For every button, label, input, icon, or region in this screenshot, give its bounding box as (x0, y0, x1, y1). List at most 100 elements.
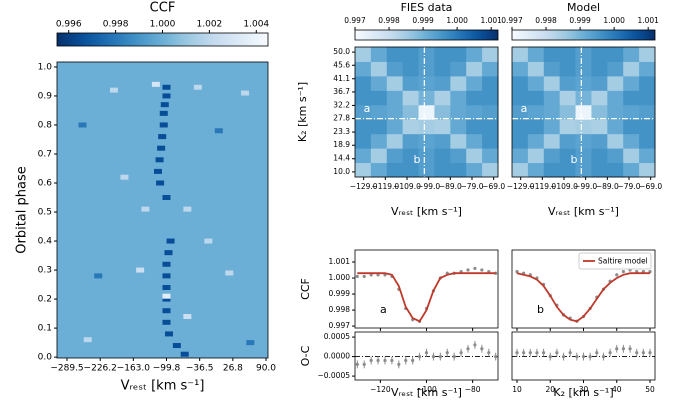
legend-label: Saltire model (598, 257, 648, 266)
colorbar-tick-label: 1.001 (637, 16, 659, 25)
residual-point (568, 351, 572, 355)
map-cell (450, 61, 467, 77)
map-cell (591, 119, 608, 135)
x-tick-label: −99.0 (417, 182, 440, 191)
residual-point (487, 351, 491, 355)
map-cell (575, 75, 592, 91)
residual-point (480, 347, 484, 351)
x-tick-label: 40 (612, 385, 622, 394)
y-tick-label: 0.3 (38, 266, 52, 276)
map-cell (639, 61, 656, 77)
colorbar (511, 29, 656, 41)
map-cell (482, 162, 499, 178)
map-cell (355, 148, 372, 164)
plot-frame (56, 61, 269, 359)
heatmap-cell (162, 319, 171, 325)
y-axis-label: K₂ [km s⁻¹] (296, 82, 309, 142)
map-cell (466, 47, 483, 62)
heatmap-cell (158, 134, 167, 140)
map-cell (543, 119, 561, 135)
heatmap-cell (162, 308, 171, 314)
x-tick-label: −120 (370, 385, 391, 394)
heatmap-cell (160, 102, 169, 108)
y-tick-label: 0.0 (38, 353, 53, 363)
data-point (615, 273, 619, 277)
map-cell (512, 104, 529, 120)
residual-point (608, 351, 612, 355)
map-cell (418, 148, 435, 164)
colorbar-tick-label: 0.998 (535, 16, 557, 25)
map-cell (355, 162, 372, 178)
map-cell (607, 104, 624, 120)
map-cell (402, 119, 420, 135)
heatmap-cell (157, 145, 166, 151)
residual-point (397, 362, 401, 366)
plot-frame (354, 249, 499, 329)
x-tick-label: −79.0 (618, 182, 641, 191)
y-tick-label: 18.9 (333, 140, 350, 149)
y-axis-label: Orbital phase (15, 166, 30, 253)
heatmap-cell (241, 90, 250, 96)
x-axis-label: Vᵣₑₛₜ [km s⁻¹] (391, 205, 462, 218)
residual-point (494, 354, 498, 359)
map-cell (386, 162, 404, 178)
map-cell (591, 47, 608, 62)
map-cell (527, 162, 545, 178)
x-tick-label: −119.0 (528, 182, 556, 191)
heatmap-cell (83, 337, 92, 343)
map-cell (527, 61, 545, 77)
map-cell (466, 90, 483, 106)
residual-point (621, 347, 626, 351)
map-cell (466, 75, 483, 91)
y-tick-label: 0.7 (38, 149, 52, 159)
map-cell (607, 61, 624, 77)
residual-point (648, 351, 652, 355)
map-cell (512, 162, 529, 178)
residual-point (369, 358, 373, 363)
y-tick-label: 23.3 (333, 127, 350, 136)
y-tick-label: 0.0005 (324, 332, 350, 341)
colorbar-tick-label: 1.000 (603, 16, 625, 25)
y-tick-label: 41.1 (333, 74, 350, 83)
map-cell (418, 61, 435, 77)
annotation: b (414, 153, 421, 166)
map-cell (434, 75, 451, 91)
map-cell (418, 47, 435, 62)
map-cell (418, 119, 435, 135)
colorbar-tick-label: 1.000 (446, 16, 468, 25)
map-cell (623, 162, 640, 178)
colorbar-title: FIES data (401, 1, 453, 14)
map-cell (639, 148, 656, 164)
heatmap-cell (183, 314, 192, 320)
residual-point (473, 343, 477, 347)
x-axis-label: Vᵣₑₛₜ [km s⁻¹] (391, 386, 462, 399)
map-cell (623, 148, 640, 164)
x-tick-label: −69.0 (639, 182, 662, 191)
map-cell (370, 162, 388, 178)
map-cell (450, 75, 467, 91)
colorbar-tick-label: 0.998 (378, 16, 400, 25)
x-tick-label: −100 (416, 385, 437, 394)
map-cell (418, 75, 435, 91)
heatmap-cell (162, 93, 171, 99)
map-cell (355, 90, 372, 106)
map-cell (370, 148, 388, 164)
map-cell (623, 75, 640, 91)
map-cell (355, 119, 372, 135)
x-tick-label: −109.0 (550, 182, 578, 191)
y-tick-label: 10.0 (333, 167, 350, 176)
residual-point (635, 351, 639, 355)
map-cell (482, 75, 499, 91)
x-tick-label: −289.5 (50, 364, 83, 374)
residual-point (362, 362, 366, 366)
heatmap-cell (214, 128, 223, 134)
map-cell (450, 90, 467, 106)
map-cell (543, 148, 561, 164)
map-cell (512, 119, 529, 135)
map-cell (386, 104, 404, 120)
map-cell (482, 133, 499, 149)
colorbar-tick-label: 0.996 (56, 20, 82, 30)
data-point (362, 274, 366, 279)
map-cell (434, 61, 451, 77)
residual-point (431, 354, 436, 359)
